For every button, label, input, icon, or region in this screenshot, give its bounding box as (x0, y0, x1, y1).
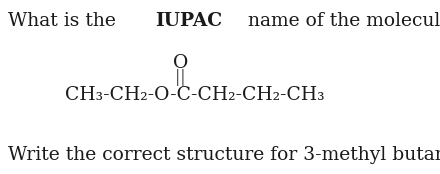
Text: name of the molecule shown?: name of the molecule shown? (242, 12, 440, 30)
Text: ||: || (175, 69, 186, 86)
Text: CH₃-CH₂-O-C-CH₂-CH₂-CH₃: CH₃-CH₂-O-C-CH₂-CH₂-CH₃ (65, 86, 325, 104)
Text: IUPAC: IUPAC (155, 12, 222, 30)
Text: O: O (173, 54, 188, 72)
Text: What is the: What is the (8, 12, 122, 30)
Text: Write the correct structure for 3-methyl butanamide?: Write the correct structure for 3-methyl… (8, 146, 440, 164)
